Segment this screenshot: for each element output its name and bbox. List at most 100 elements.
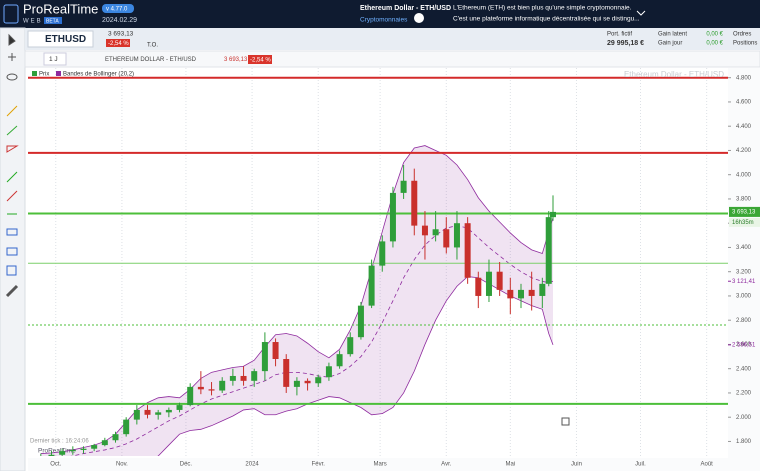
candle-body <box>475 277 482 296</box>
candle-body <box>539 283 546 296</box>
candle-body <box>379 241 386 266</box>
candle-body <box>325 366 332 378</box>
y-tick-label: 3.400 <box>736 245 752 251</box>
chart-change-box <box>248 55 272 64</box>
symbol-bar <box>25 28 760 50</box>
price-label-box <box>729 206 760 217</box>
symbol: ETHUSD <box>45 34 86 45</box>
candle-body <box>443 229 450 248</box>
logo: ProRealTime <box>23 1 98 16</box>
x-tick-label: Nov. <box>116 462 128 468</box>
candle-body <box>389 192 396 242</box>
candle-body <box>272 342 279 359</box>
positions-tab[interactable]: Positions <box>733 41 757 47</box>
candle-body <box>165 409 172 413</box>
y-tick-label: 2.200 <box>736 391 752 397</box>
gain-latent-value: 0,00 € <box>706 32 723 38</box>
left-toolbar <box>0 27 26 472</box>
candle-body <box>283 359 290 387</box>
description: C'est une plateforme informatique décent… <box>453 16 640 23</box>
period-select[interactable] <box>43 52 67 66</box>
candle-body <box>101 440 108 446</box>
candle-body <box>112 434 119 441</box>
brand: ProRealTime <box>38 448 76 455</box>
price-label: 3 121,41 <box>732 279 756 285</box>
candle-body <box>464 223 471 278</box>
candle-body <box>219 380 226 391</box>
x-tick-label: Août <box>700 462 713 468</box>
y-tick-label: 2.600 <box>736 342 752 348</box>
gain-day-value: 0,00 € <box>706 41 723 47</box>
x-tick-label: Juil. <box>635 462 646 468</box>
symbol-search[interactable] <box>27 30 94 48</box>
candle-body <box>80 448 87 450</box>
chart-change: -2,54 % <box>250 57 271 63</box>
candle-body <box>229 375 236 381</box>
orders-tab[interactable]: Ordres <box>733 32 751 38</box>
period: 1 J <box>49 56 58 63</box>
instrument-category[interactable]: Cryptomonnaies <box>360 17 408 24</box>
y-tick-label: 3.000 <box>736 294 752 300</box>
tool-icons <box>5 33 19 298</box>
symbol-change: -2,54 % <box>108 41 129 47</box>
candle-body <box>453 223 460 248</box>
to-button[interactable]: T.O. <box>147 43 158 49</box>
legend-swatch <box>32 71 37 76</box>
band-line <box>157 276 554 456</box>
candle-body <box>144 409 151 415</box>
expand-chevron[interactable] <box>636 10 646 16</box>
countdown-box <box>729 217 760 227</box>
y-tick-label: 1.800 <box>736 439 752 445</box>
candle-body <box>347 337 354 355</box>
candle-body <box>48 454 55 456</box>
build-date: 2024.02.29 <box>102 17 137 24</box>
instrument-name[interactable]: Ethereum Dollar - ETH/USD <box>360 5 451 12</box>
y-tick-label: 3.800 <box>736 197 752 203</box>
y-tick-label: 3.200 <box>736 269 752 275</box>
chart-toolbar <box>24 50 760 68</box>
x-tick-label: 2024 <box>245 462 259 468</box>
y-tick-label: 4.600 <box>736 100 752 106</box>
candle-body <box>187 386 194 406</box>
symbol-price: 3 693,13 <box>108 31 134 38</box>
y-tick-label: 2.800 <box>736 318 752 324</box>
description: L'Ethereum (ETH) est bien plus qu'une si… <box>453 5 632 12</box>
candle-body <box>432 229 439 236</box>
portfolio-label: Port. fictif <box>607 32 632 38</box>
candle-body <box>123 419 130 435</box>
legend-label: Prix <box>39 72 49 78</box>
legend-swatch <box>56 71 61 76</box>
last-tick: Dernier tick : 16:24:06 <box>30 439 89 445</box>
y-tick-label: 4.000 <box>736 172 752 178</box>
candle-body <box>197 386 204 390</box>
portfolio-value: 29 995,18 € <box>607 40 644 47</box>
chart-price: 3 693,13 <box>224 57 248 63</box>
candle-body <box>368 265 375 306</box>
change-box <box>106 39 130 47</box>
candle-body <box>550 211 556 218</box>
candle-body <box>304 380 311 384</box>
candle-body <box>336 354 343 367</box>
info-icon[interactable] <box>561 417 570 426</box>
price-label: 3 693,13 <box>732 209 756 215</box>
band-line <box>70 225 554 456</box>
y-tick-label: 4.800 <box>736 75 752 81</box>
chart-instrument: ETHEREUM DOLLAR - ETH/USD <box>105 57 197 63</box>
beta-text: BETA <box>46 18 59 24</box>
logo-icon <box>3 4 19 24</box>
version-pill[interactable] <box>102 4 134 13</box>
x-tick-label: Mai <box>505 462 515 468</box>
candle-body <box>240 375 247 381</box>
price-axis <box>728 68 760 458</box>
candle-body <box>528 289 535 296</box>
candle-body <box>91 445 98 449</box>
gain-day-label: Gain jour <box>658 41 682 47</box>
candle-body <box>59 451 66 455</box>
legend-label: Bandes de Bollinger (20,2) <box>63 72 134 78</box>
y-tick-label: 2.000 <box>736 415 752 421</box>
beta-badge <box>44 17 62 24</box>
x-tick-label: Oct. <box>50 462 61 468</box>
candle-body <box>69 449 76 452</box>
x-tick-label: Avr. <box>441 462 452 468</box>
